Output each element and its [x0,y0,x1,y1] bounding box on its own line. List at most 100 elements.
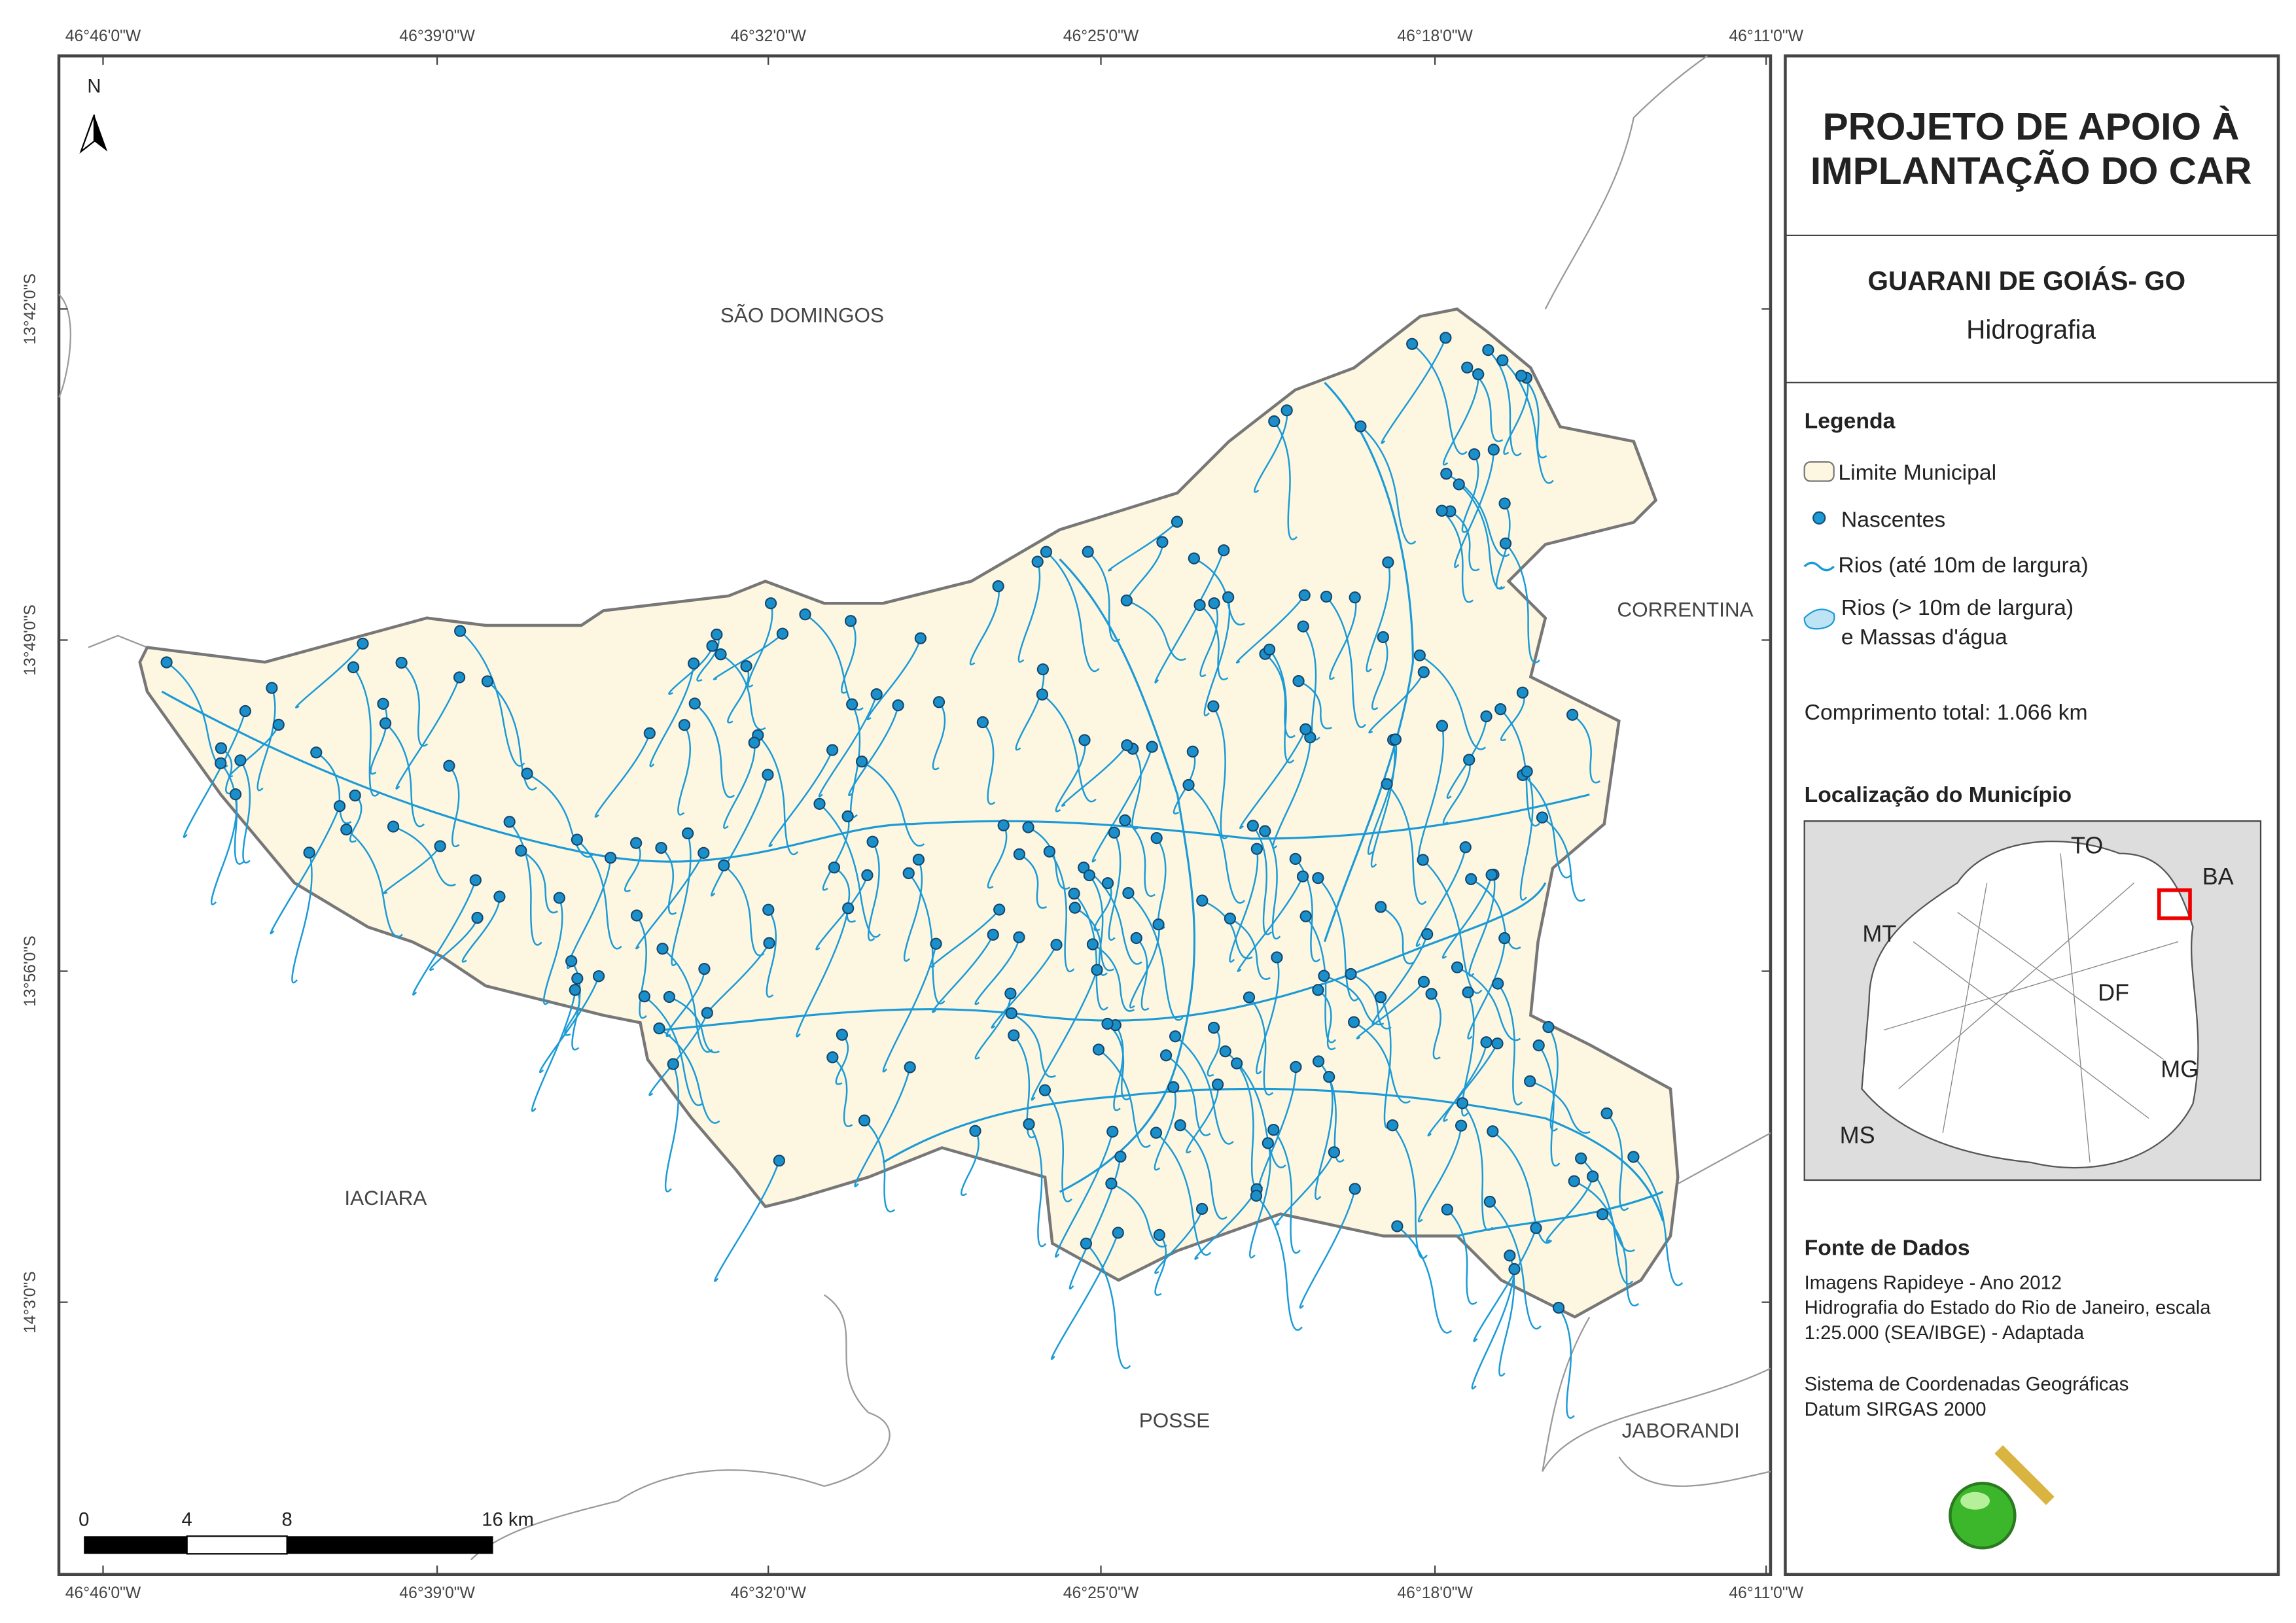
tributary [1558,1307,1575,1419]
spring [443,759,455,772]
spring [1250,843,1263,855]
spring [1268,415,1280,428]
spring [1354,420,1367,432]
tributary [861,761,925,847]
coord-label: 46°25'0"W [1063,1584,1139,1602]
tributary [395,677,461,790]
source-line: 1:25.000 (SEA/IBGE) - Adaptada [1805,1323,2085,1344]
tributary [671,833,692,966]
spring [453,671,466,684]
spring [1078,734,1091,746]
spring [630,837,643,849]
spring [1451,961,1464,973]
tributary [1323,975,1385,1026]
spring [272,718,285,731]
spring [1296,870,1309,882]
spring [357,637,369,650]
tributary [677,724,691,816]
tributary [1203,597,1231,717]
tributary [1446,716,1487,799]
spring [773,1155,785,1167]
spring [454,625,467,637]
spring [395,656,408,669]
spring [688,697,701,710]
spring [239,705,251,718]
spring [1022,821,1034,833]
spring [1211,1078,1224,1091]
spring [718,859,730,872]
spring [1323,1071,1335,1083]
spring [1345,968,1357,981]
spring [1186,745,1199,758]
tributary [1019,853,1048,909]
spring [1349,1183,1361,1195]
spring [1299,723,1312,735]
spring [1494,703,1507,716]
tributary [1317,989,1336,1050]
tributary [1126,599,1186,661]
spring [828,862,841,874]
spring [1349,591,1361,604]
source-line: Hidrografia do Estado do Rio de Janeiro,… [1805,1298,2212,1319]
spring [1508,1263,1521,1276]
tributary [1088,875,1108,976]
scale-label: 16 km [482,1510,534,1531]
tributary [1461,992,1475,1117]
tributary [1264,830,1281,940]
spring [688,657,700,670]
spring [1536,811,1549,824]
tributary [1462,1102,1493,1231]
tributary [832,1056,853,1127]
spring [1375,901,1387,913]
coord-label: 14°3'0"S [22,1271,39,1333]
spring [569,984,581,996]
spring [1312,984,1324,996]
side-panel [1784,54,2280,1577]
tributary [665,969,705,1038]
scale-label: 4 [182,1510,192,1531]
spring [1290,1060,1302,1073]
spring [763,937,775,949]
spring [1468,448,1481,461]
spring [1463,754,1475,766]
spring [1092,1043,1105,1056]
spring [1480,1036,1492,1049]
tributary [1538,1045,1561,1167]
tributary [448,765,460,848]
spring [1436,720,1449,732]
spring [1456,1097,1469,1109]
tributary [385,722,425,828]
region-label: DF [2098,979,2129,1006]
tributary [932,934,994,1013]
spring [1455,1119,1468,1132]
tributary [1042,693,1097,803]
spring [266,682,278,694]
legend-item: Limite Municipal [1838,460,1996,485]
tributary [1298,680,1332,729]
tributary [1529,1080,1591,1134]
tributary [1367,739,1398,855]
coord-label: 13°56'0"S [22,935,39,1007]
north-arrow: N [79,77,108,154]
spring [892,699,904,712]
spring [377,697,389,710]
spring [1043,845,1055,858]
spring [1439,332,1452,344]
tributary [564,989,580,1036]
place-label: JABORANDI [1622,1419,1740,1442]
tributary [1381,337,1447,444]
tributary [1606,1113,1629,1212]
tributary [1127,892,1184,1021]
spring [1105,1178,1118,1190]
source-line: Sistema de Coordenadas Geográficas [1805,1374,2129,1395]
tributary [1503,377,1529,455]
tributary [1027,826,1070,890]
tributary [295,643,364,708]
coord-label: 46°25'0"W [1063,27,1139,45]
spring [1219,1045,1231,1058]
tributary [635,852,705,950]
spring [521,767,533,780]
tributary [1473,1227,1537,1342]
tributary [1356,981,1424,1039]
tributary [1237,876,1304,973]
